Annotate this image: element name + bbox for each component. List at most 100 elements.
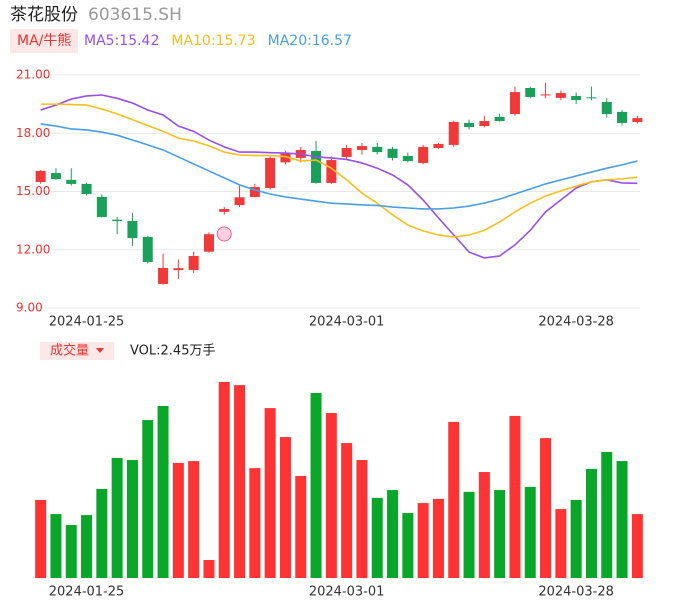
volume-bar	[417, 503, 429, 578]
volume-bar	[463, 491, 475, 578]
vol-title: VOL:2.45万手	[130, 344, 215, 359]
candle-body	[617, 111, 628, 123]
y-tick-label: 9.00	[16, 301, 43, 315]
candle-body	[418, 147, 429, 163]
volume-bar	[126, 460, 138, 578]
candle-body	[464, 122, 475, 128]
candle-body	[142, 236, 153, 262]
candle-body	[173, 268, 184, 271]
volume-bar	[188, 461, 200, 578]
volume-bar	[524, 486, 536, 578]
volume-bar	[540, 438, 552, 578]
volume-bar	[81, 515, 93, 578]
volume-bar	[448, 421, 460, 578]
y-tick-label: 21.00	[16, 68, 50, 82]
candle-body	[280, 153, 291, 163]
candle-body	[555, 93, 566, 98]
candle-body	[509, 92, 520, 115]
y-tick-label: 15.00	[16, 184, 50, 198]
dropdown-arrow	[96, 348, 104, 353]
candle-body	[601, 101, 612, 115]
volume-bar	[555, 509, 567, 578]
y-tick-label: 18.00	[16, 126, 50, 140]
x-tick-label: 2024-01-25	[49, 315, 125, 330]
volume-bar	[310, 392, 322, 578]
volume-bar	[585, 468, 597, 578]
candle-body	[326, 160, 337, 183]
volume-bar	[402, 513, 414, 578]
volume-bar	[616, 461, 628, 578]
ma-button-bg[interactable]	[10, 29, 78, 53]
volume-bar	[142, 420, 154, 578]
candle-body	[571, 95, 582, 101]
x-tick-label: 2024-03-28	[538, 585, 614, 600]
volume-bar	[172, 462, 184, 578]
candle-body	[188, 255, 199, 270]
volume-bar	[279, 437, 291, 578]
volume-bar	[234, 385, 246, 578]
volume-bar	[631, 514, 643, 578]
volume-bar	[371, 497, 383, 578]
volume-bar	[478, 472, 490, 578]
candle-body	[387, 148, 398, 158]
y-tick-label: 12.00	[16, 242, 50, 256]
volume-bar	[50, 514, 62, 578]
volume-bar	[218, 382, 230, 578]
candle-body	[372, 146, 383, 153]
x-tick-label: 2024-03-01	[309, 315, 385, 330]
vol-button-bg[interactable]	[40, 342, 114, 360]
volume-bar	[341, 443, 353, 578]
stock-code: 603615.SH	[88, 5, 182, 25]
candle-body	[632, 118, 643, 122]
candle-body	[158, 268, 169, 284]
vol-button[interactable]: 成交量	[50, 343, 89, 359]
volume-bar	[65, 525, 77, 578]
candle-body	[112, 219, 123, 222]
candle-body	[525, 88, 536, 97]
ma-line	[40, 123, 638, 210]
candle-body	[494, 116, 505, 122]
legend-entry: MA20:16.57	[268, 33, 352, 49]
candle-body	[234, 197, 245, 206]
volume-bar	[601, 451, 613, 578]
ma-line	[40, 103, 638, 238]
candle-body	[127, 221, 138, 239]
x-tick-label: 2024-03-28	[538, 315, 614, 330]
candle-body	[311, 150, 322, 183]
candle-body	[433, 143, 444, 149]
volume-bar	[356, 460, 368, 578]
volume-bar	[295, 475, 307, 578]
ma-button[interactable]: MA/牛熊	[17, 33, 71, 49]
candle-body	[586, 97, 597, 99]
candle-body	[249, 187, 260, 197]
stock-name: 茶花股份	[10, 5, 78, 25]
x-tick-label: 2024-03-01	[309, 585, 385, 600]
candle-body	[203, 234, 214, 252]
candle-body	[402, 155, 413, 162]
volume-bar	[325, 413, 337, 578]
volume-bar	[494, 490, 506, 578]
candle-body	[356, 146, 367, 150]
candle-body	[265, 157, 276, 189]
volume-bar	[387, 490, 399, 578]
candle-body	[448, 121, 459, 145]
ma-line	[40, 94, 638, 259]
volume-bar	[35, 499, 47, 578]
volume-bar	[264, 408, 276, 578]
volume-bar	[96, 489, 108, 578]
candle-body	[81, 183, 92, 195]
volume-bar	[432, 498, 444, 578]
candle-body	[540, 94, 551, 96]
candle-body	[66, 179, 77, 184]
legend-entry: MA5:15.42	[84, 33, 159, 49]
candle-body	[479, 121, 490, 127]
volume-bar	[570, 499, 582, 578]
volume-bar	[157, 406, 169, 578]
legend-entry: MA10:15.73	[171, 33, 255, 49]
volume-bar	[203, 559, 215, 578]
volume-bar	[111, 457, 123, 578]
candle-body	[96, 196, 107, 217]
candle-body	[341, 148, 352, 157]
candle-body	[35, 170, 46, 182]
